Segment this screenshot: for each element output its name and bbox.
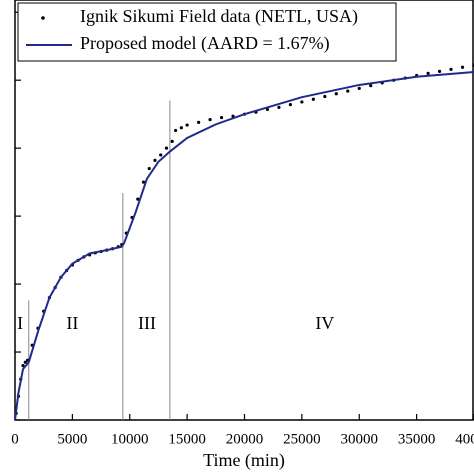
x-tick-label: 25000 [283, 431, 321, 447]
data-point [437, 69, 442, 73]
data-point [179, 126, 183, 130]
data-point [426, 71, 430, 75]
data-point [288, 103, 292, 107]
model-line [14, 71, 474, 421]
data-point [311, 97, 315, 101]
data-point [197, 120, 201, 124]
data-point [369, 84, 373, 88]
data-point [147, 166, 151, 171]
x-tick-label: 0 [11, 431, 19, 447]
plot-frame [14, 0, 474, 421]
data-point [170, 139, 174, 143]
data-point [153, 158, 157, 162]
legend-marker [41, 16, 45, 20]
x-tick-label: 15000 [168, 431, 206, 447]
data-point [334, 92, 338, 96]
phase-label: II [66, 313, 78, 333]
data-point [21, 364, 25, 368]
data-point [357, 86, 361, 90]
phase-label: I [17, 313, 23, 333]
data-point [174, 128, 178, 133]
legend-label: Ignik Sikumi Field data (NETL, USA) [80, 6, 358, 27]
data-point [323, 94, 327, 99]
x-tick-label: 35000 [398, 431, 436, 447]
x-tick-label: 30000 [341, 431, 379, 447]
data-point [460, 65, 465, 69]
data-point [277, 105, 281, 109]
x-tick-label: 20000 [226, 431, 264, 447]
x-tick-label: 10000 [111, 431, 149, 447]
x-axis-label: Time (min) [203, 450, 285, 471]
x-tick-label: 5000 [57, 431, 87, 447]
data-point [208, 118, 212, 122]
data-point [185, 123, 189, 127]
data-point [23, 360, 27, 364]
data-point [159, 153, 163, 157]
data-point [300, 100, 304, 104]
data-point [141, 180, 146, 184]
legend-box [17, 2, 397, 62]
data-point [136, 197, 140, 201]
x-tick-label: 40000 [455, 431, 474, 447]
data-point [164, 146, 169, 150]
legend-label: Proposed model (AARD = 1.67%) [80, 33, 330, 54]
data-point [449, 67, 453, 71]
phase-label: III [138, 313, 156, 333]
data-point [219, 115, 224, 120]
phase-label: IV [315, 313, 334, 333]
data-point [346, 89, 350, 93]
